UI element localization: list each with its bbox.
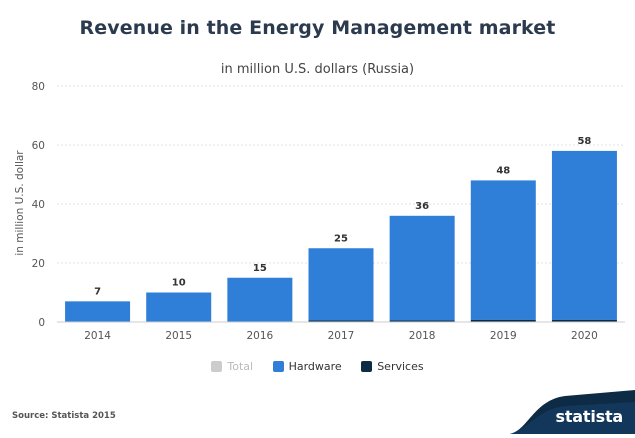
data-label: 15 xyxy=(253,263,267,274)
bar-hardware xyxy=(227,277,293,322)
legend-label-services: Services xyxy=(377,360,424,373)
bar-services xyxy=(308,320,374,322)
data-label: 58 xyxy=(577,136,591,147)
data-label: 25 xyxy=(334,233,348,244)
logo-wave-icon xyxy=(510,390,635,434)
bar-services xyxy=(551,319,617,322)
x-tick-label: 2018 xyxy=(409,330,436,342)
data-label: 10 xyxy=(172,278,186,289)
bar-hardware xyxy=(146,292,212,322)
y-tick-label: 40 xyxy=(32,199,45,211)
data-label: 48 xyxy=(496,165,510,176)
legend-item-total[interactable]: Total xyxy=(211,360,253,373)
y-tick-label: 80 xyxy=(32,81,45,93)
x-tick-label: 2014 xyxy=(84,330,111,342)
bar-chart: 0 20 40 60 80 7 2014 10 2015 15 2016 25 2017 36 2018 48… xyxy=(32,81,625,342)
bar-hardware xyxy=(551,150,617,320)
x-tick-label: 2017 xyxy=(328,330,355,342)
legend-label-hardware: Hardware xyxy=(288,360,342,373)
legend-item-services[interactable]: Services xyxy=(361,360,424,373)
x-tick-label: 2015 xyxy=(165,330,192,342)
bar-hardware xyxy=(308,248,374,321)
bar-services xyxy=(389,320,455,322)
y-tick-label: 0 xyxy=(38,317,45,329)
x-tick-label: 2019 xyxy=(490,330,517,342)
chart-title: Revenue in the Energy Management market xyxy=(79,17,556,39)
legend-swatch-services xyxy=(361,361,373,372)
chart-subtitle: in million U.S. dollars (Russia) xyxy=(220,62,415,77)
bar-services xyxy=(470,319,536,322)
bar-hardware xyxy=(65,301,131,322)
legend-item-hardware[interactable]: Hardware xyxy=(272,360,342,373)
data-label: 36 xyxy=(415,201,429,212)
legend-label-total: Total xyxy=(227,360,254,373)
y-tick-label: 20 xyxy=(32,258,45,270)
bar-hardware xyxy=(470,180,536,320)
source-note: Source: Statista 2015 xyxy=(12,411,116,421)
statista-logo[interactable]: statista xyxy=(510,390,635,434)
brand-name: statista xyxy=(555,407,624,426)
x-tick-label: 2016 xyxy=(246,330,273,342)
data-label: 7 xyxy=(94,286,101,297)
y-tick-label: 60 xyxy=(32,140,45,152)
legend-swatch-hardware xyxy=(272,361,284,372)
legend-swatch-total xyxy=(211,361,223,372)
bar-hardware xyxy=(389,215,455,321)
x-tick-label: 2020 xyxy=(571,330,598,342)
legend: Total Hardware Services xyxy=(0,360,635,375)
